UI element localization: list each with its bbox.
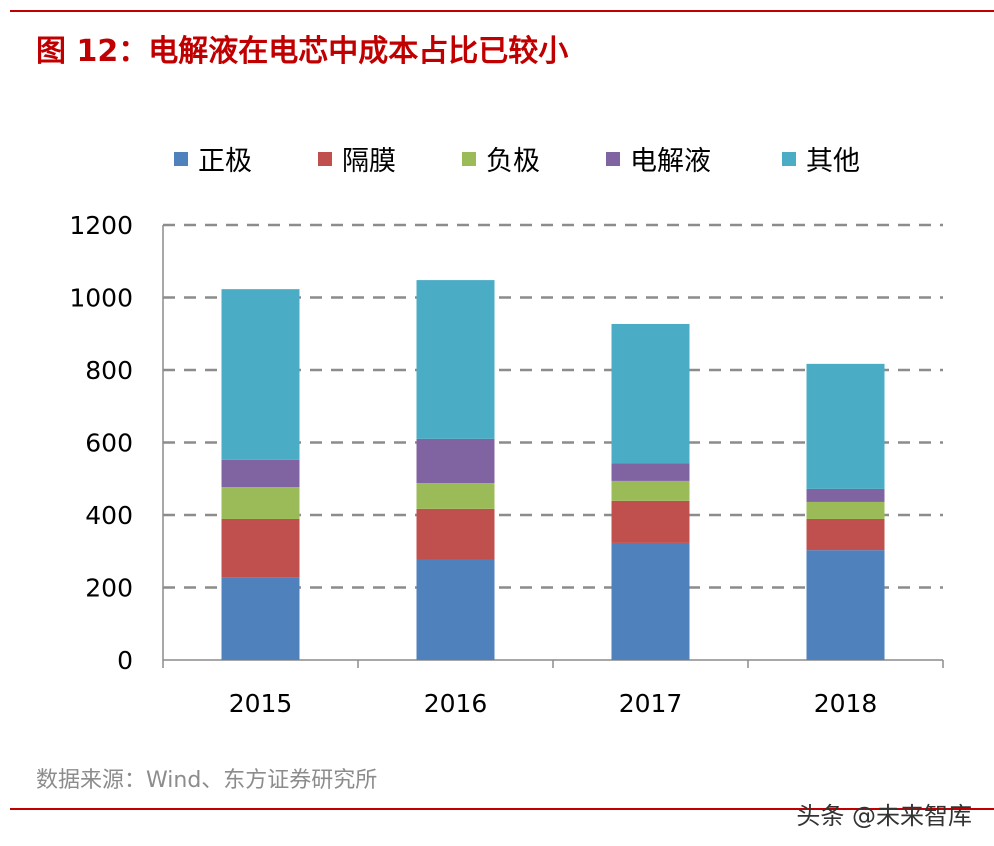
bar-segment-2018-电解液	[806, 488, 885, 502]
legend-label: 隔膜	[342, 146, 396, 177]
y-tick-label: 1000	[69, 284, 133, 313]
legend-swatch	[174, 152, 188, 166]
legend-swatch	[318, 152, 332, 166]
y-tick-label: 1200	[69, 211, 133, 240]
bar-segment-2015-其他	[221, 289, 300, 460]
y-tick-label: 0	[117, 646, 133, 675]
legend-label: 其他	[806, 146, 860, 177]
bar-segment-2017-其他	[611, 323, 690, 464]
source-note: 数据来源：Wind、东方证券研究所	[36, 768, 378, 793]
top-rule	[10, 10, 994, 12]
bottom-rule	[10, 808, 994, 810]
legend-swatch	[462, 152, 476, 166]
x-tick-label: 2015	[229, 689, 293, 718]
bar-segment-2017-电解液	[611, 463, 690, 481]
y-tick-label: 200	[85, 574, 133, 603]
x-tick-label: 2017	[619, 689, 683, 718]
bar-segment-2016-负极	[416, 483, 495, 509]
bar-segment-2016-隔膜	[416, 508, 495, 560]
legend-label: 负极	[486, 146, 540, 177]
bar-segment-2018-正极	[806, 550, 885, 660]
bar-segment-2017-负极	[611, 480, 690, 501]
legend-swatch	[782, 152, 796, 166]
y-tick-label: 600	[85, 429, 133, 458]
bar-segment-2016-其他	[416, 280, 495, 439]
watermark: 头条 @未来智库	[796, 802, 972, 830]
bar-segment-2018-负极	[806, 501, 885, 519]
bar-segment-2015-隔膜	[221, 518, 300, 578]
bar-segment-2015-电解液	[221, 459, 300, 488]
legend-label: 正极	[198, 146, 252, 177]
legend-label: 电解液	[630, 146, 711, 177]
bar-segment-2015-正极	[221, 577, 300, 660]
bar-segment-2018-其他	[806, 363, 885, 489]
x-tick-label: 2018	[814, 689, 878, 718]
x-tick-label: 2016	[424, 689, 488, 718]
y-tick-label: 800	[85, 356, 133, 385]
legend-swatch	[606, 152, 620, 166]
bar-segment-2016-电解液	[416, 438, 495, 484]
bar-segment-2017-正极	[611, 542, 690, 660]
bar-segment-2016-正极	[416, 559, 495, 660]
bar-segment-2018-隔膜	[806, 518, 885, 551]
bar-segment-2017-隔膜	[611, 500, 690, 543]
figure-title: 图 12：电解液在电芯中成本占比已较小	[36, 34, 569, 69]
y-tick-label: 400	[85, 501, 133, 530]
bar-segment-2015-负极	[221, 487, 300, 519]
